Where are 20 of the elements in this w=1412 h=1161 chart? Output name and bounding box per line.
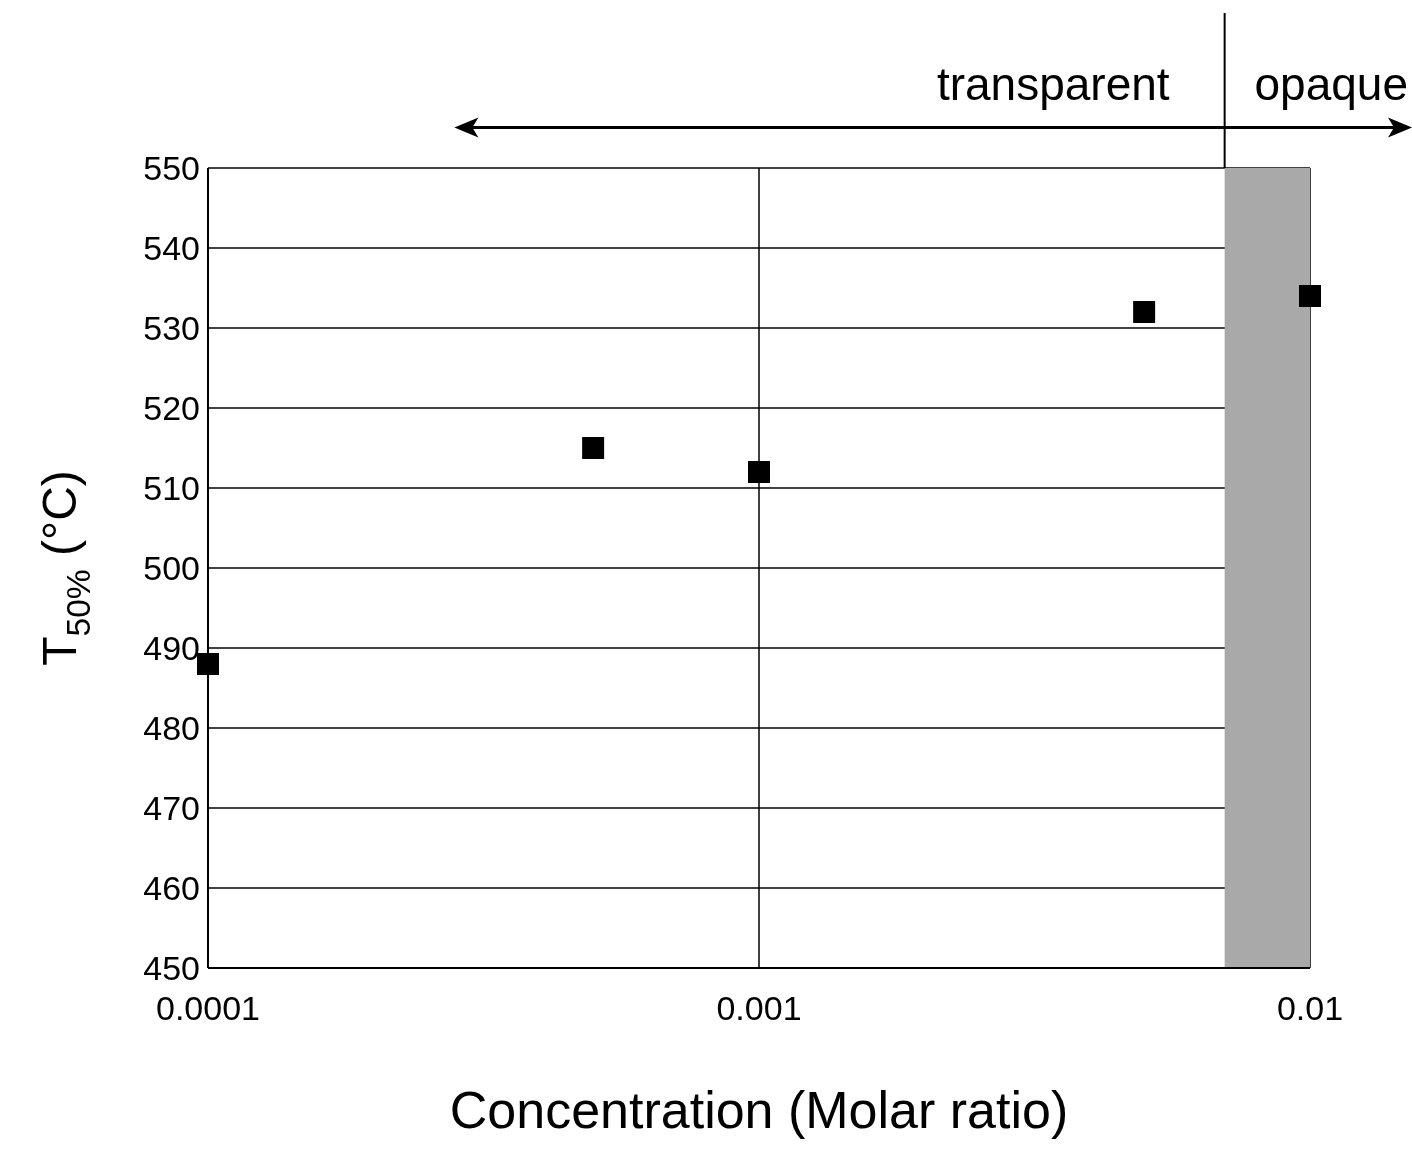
y-tick-label: 510: [143, 469, 200, 508]
point: [1299, 285, 1321, 307]
y-tick-label: 500: [143, 549, 200, 588]
point: [197, 653, 219, 675]
text: opaque: [1254, 58, 1408, 110]
y-tick-label: 540: [143, 229, 200, 268]
x-tick-label: 0.01: [1276, 989, 1344, 1028]
text: transparent: [936, 58, 1170, 110]
x-axis-title: Concentration (Molar ratio): [449, 1081, 1069, 1139]
y-tick-label: 530: [143, 309, 200, 348]
y-tick-label: 520: [143, 389, 200, 428]
y-tick-label: 470: [143, 789, 200, 828]
x-tick-label: 0.001: [716, 989, 802, 1028]
y-tick-label: 490: [143, 629, 200, 668]
y-tick-label: 450: [143, 949, 200, 988]
y-tick-label: 460: [143, 869, 200, 908]
point: [748, 461, 770, 483]
x-tick-label: 0.0001: [156, 989, 260, 1028]
y-tick-label: 480: [143, 709, 200, 748]
y-tick-label: 550: [143, 149, 200, 188]
